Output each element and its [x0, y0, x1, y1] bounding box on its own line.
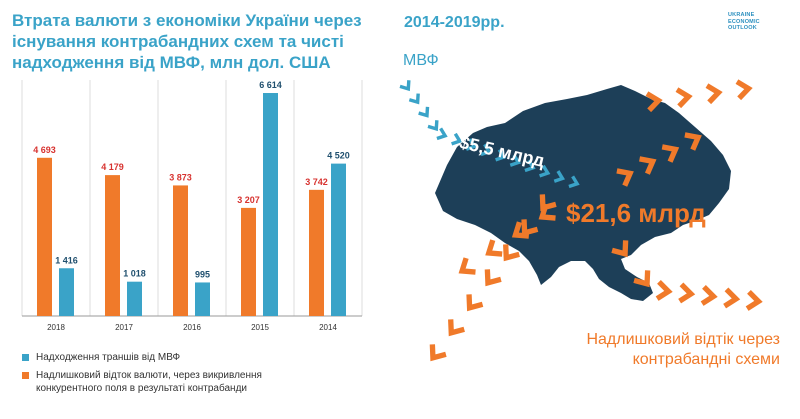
bar-chart: 4 693 1 416 2018 4 179 1 018 2017 3 873 995 2016…	[21, 80, 363, 332]
ukraine-flow-map	[399, 79, 763, 362]
imf-inflow-chevron	[480, 143, 492, 157]
outflow-chevron	[448, 319, 465, 337]
outflow-chevron	[684, 132, 702, 151]
bar-smuggling-2015	[241, 207, 256, 316]
data-label-imf-2017: 1 018	[123, 269, 146, 279]
imf-inflow-chevron	[553, 170, 566, 183]
outflow-chevron	[458, 257, 476, 275]
outflow-chevron	[678, 282, 696, 304]
data-label-smuggling-2014: 3 742	[305, 177, 328, 187]
outflow-chevron	[429, 344, 447, 362]
imf-inflow-chevron	[509, 154, 522, 167]
bar-imf-2016	[195, 282, 210, 316]
bar-smuggling-2016	[173, 185, 188, 316]
data-label-imf-2018: 1 416	[55, 255, 78, 265]
imf-inflow-chevron	[495, 148, 507, 162]
imf-label: МВФ	[403, 52, 439, 69]
x-tick-label-2014: 2014	[319, 323, 337, 332]
bar-smuggling-2018	[37, 157, 52, 316]
x-tick-label-2018: 2018	[47, 323, 65, 332]
data-label-imf-2016: 995	[195, 269, 210, 279]
chart-title: Втрата валюти з економіки України через …	[12, 11, 362, 72]
outflow-chevron	[745, 289, 763, 311]
legend-label-smuggling: Надлишковий відток валюти, через викривл…	[36, 370, 262, 394]
bar-imf-2014	[331, 163, 346, 316]
ukraine-map-shape	[435, 85, 731, 301]
imf-inflow-chevron	[465, 138, 478, 151]
outflow-chevron	[485, 239, 503, 257]
outflow-chevron	[466, 294, 484, 312]
imf-inflow-chevron	[451, 132, 463, 146]
outflow-chevron	[639, 156, 657, 175]
legend-swatch-imf	[22, 354, 29, 361]
outflow-chevron	[645, 91, 663, 113]
imf-inflow-chevron	[427, 120, 439, 132]
outflow-chevron	[616, 168, 634, 187]
outflow-chevron	[723, 287, 741, 309]
bar-imf-2015	[263, 93, 278, 316]
outflow-chevron	[661, 144, 680, 163]
outflow-chevron	[484, 269, 502, 287]
imf-inflow-chevron	[436, 127, 448, 141]
data-label-smuggling-2017: 4 179	[101, 162, 124, 172]
imf-inflow-chevron	[408, 93, 420, 105]
imf-inflow-chevron	[524, 159, 536, 173]
legend-swatch-smuggling	[22, 372, 29, 379]
x-tick-label-2015: 2015	[251, 323, 269, 332]
outflow-chevron	[633, 270, 651, 288]
legend-label-imf: Надходження траншів від МВФ	[36, 352, 181, 363]
imf-inflow-chevron	[399, 80, 411, 92]
outflow-chevron	[700, 284, 718, 306]
smuggling-outflow-value: $21,6 млрд	[566, 198, 706, 228]
outflow-chevron	[675, 87, 693, 109]
ukraine-economic-outlook-logo: Ukraine Economic Outlook	[728, 12, 760, 31]
data-label-smuggling-2016: 3 873	[169, 172, 192, 182]
data-label-smuggling-2015: 3 207	[237, 195, 260, 205]
imf-inflow-chevron	[539, 164, 551, 178]
outflow-chevron	[538, 203, 556, 221]
x-tick-label-2017: 2017	[115, 323, 133, 332]
bar-smuggling-2014	[309, 189, 324, 316]
outflow-chevron	[655, 279, 673, 301]
flow-arrows	[399, 79, 763, 362]
data-label-imf-2015: 6 614	[259, 80, 282, 90]
outflow-chevron	[521, 219, 539, 237]
data-label-smuggling-2018: 4 693	[33, 145, 56, 155]
outflow-chevron	[503, 244, 520, 262]
outflow-caption: Надлишковий відтік через контрабандні сх…	[586, 331, 780, 368]
outflow-chevron	[735, 79, 753, 101]
bar-smuggling-2017	[105, 175, 120, 316]
x-tick-label-2016: 2016	[183, 323, 201, 332]
outflow-chevron	[611, 240, 629, 258]
bar-imf-2017	[127, 281, 142, 316]
data-label-imf-2014: 4 520	[327, 151, 350, 161]
imf-inflow-chevron	[418, 106, 430, 118]
imf-inflow-chevron	[568, 175, 580, 189]
period-label: 2014-2019рр.	[404, 14, 505, 31]
bar-imf-2018	[59, 268, 74, 316]
outflow-chevron	[705, 83, 723, 105]
outflow-chevron	[511, 221, 530, 239]
